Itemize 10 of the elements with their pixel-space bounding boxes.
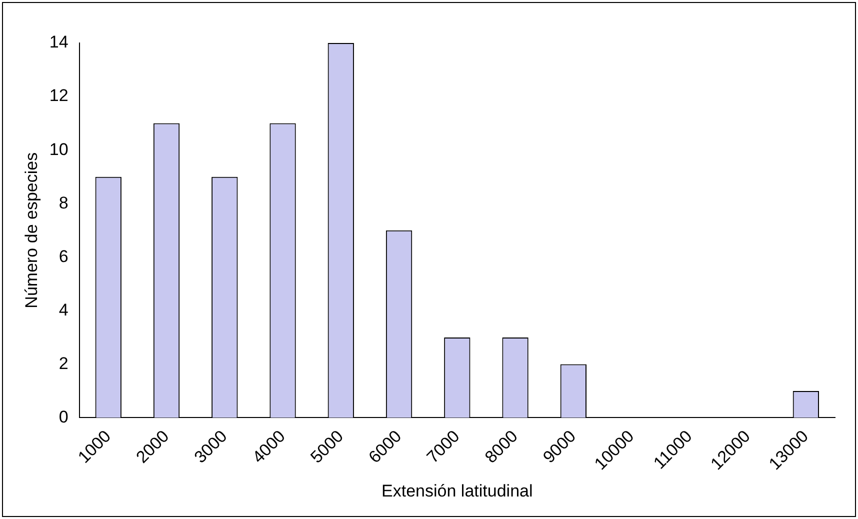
- y-tick-label: 4: [58, 300, 68, 320]
- y-tick-label: 12: [49, 86, 68, 106]
- y-tick-label: 6: [58, 246, 68, 266]
- y-tick-label: 14: [49, 32, 68, 52]
- y-tick-label: 10: [49, 140, 68, 159]
- y-tick-label: 2: [58, 354, 68, 373]
- y-tick-label: 8: [58, 193, 68, 212]
- y-axis-title: Número de especies: [22, 152, 41, 308]
- x-axis-title: Extensión latitudinal: [382, 481, 533, 500]
- y-tick-label: 0: [58, 407, 68, 426]
